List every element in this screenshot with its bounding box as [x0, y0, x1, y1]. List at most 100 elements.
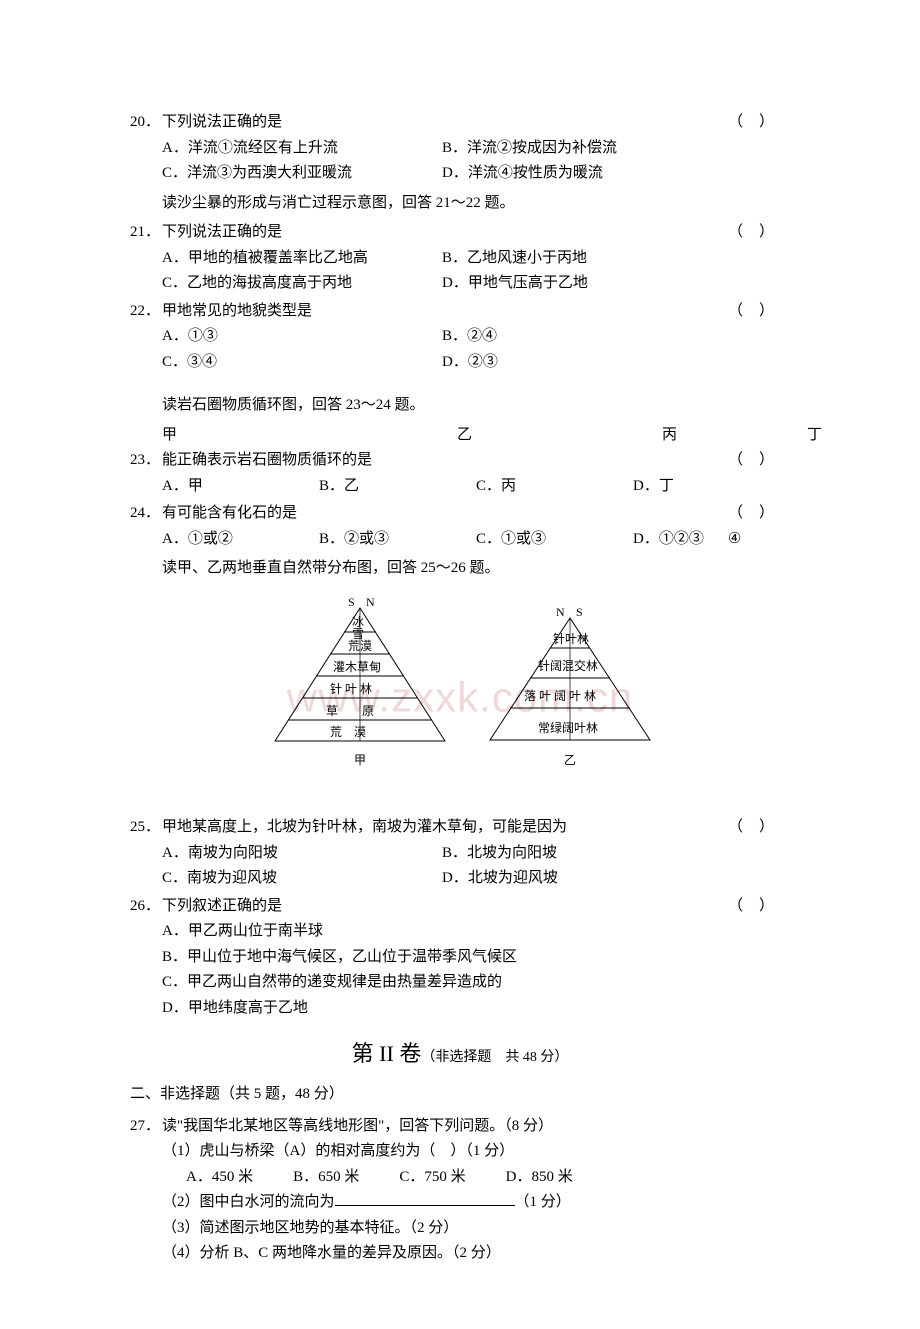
label-bing: 丙: [662, 423, 677, 449]
q27-text: 读"我国华北某地区等高线地形图"，回答下列问题。（8 分）: [162, 1114, 790, 1140]
diagram-labels-row: 甲 乙 丙 丁: [130, 423, 790, 449]
q22-text: 甲地常见的地貌类型是: [162, 303, 312, 319]
q26-opt-c: C．甲乙两山自然带的递变规律是由热量差异造成的: [162, 970, 790, 996]
circled-4: ④: [728, 527, 741, 553]
answer-paren: （）: [728, 220, 790, 246]
label-yi: 乙: [457, 423, 472, 449]
question-23: 23． 能正确表示岩石圈物质循环的是 （） A．甲 B．乙 C．丙 D．丁: [130, 448, 790, 499]
sec2-main: 第 II 卷: [352, 1041, 422, 1066]
q27-num: 27．: [130, 1114, 162, 1140]
q25-opt-a: A．南坡为向阳坡: [162, 841, 442, 867]
q23-opt-c: C．丙: [476, 474, 633, 500]
t2-b0: 针叶林: [553, 631, 589, 646]
q25-opt-d: D．北坡为迎风坡: [442, 866, 790, 892]
q25-num: 25．: [130, 815, 162, 841]
q23-text: 能正确表示岩石圈物质循环的是: [162, 452, 372, 468]
t2-n: N: [556, 605, 565, 619]
q21-opt-c: C．乙地的海拔高度高于丙地: [162, 271, 442, 297]
q21-opt-b: B．乙地风速小于丙地: [442, 246, 790, 272]
q27-s1-c: C．750 米: [399, 1165, 465, 1191]
t2-label: 乙: [564, 753, 576, 767]
triangles-svg: S N 冰 雪 荒 漠 灌木草甸 针 叶 林 草 原 荒 漠 甲 N S: [250, 596, 670, 776]
q26-text: 下列叙述正确的是: [162, 898, 282, 914]
question-27: 27． 读"我国华北某地区等高线地形图"，回答下列问题。（8 分） （1）虎山与…: [130, 1114, 790, 1267]
q22-num: 22．: [130, 299, 162, 325]
q26-opt-a: A．甲乙两山位于南半球: [162, 919, 790, 945]
t1-label: 甲: [354, 753, 366, 767]
intro-23-24: 读岩石圈物质循环图，回答 23～24 题。: [130, 393, 790, 419]
q26-num: 26．: [130, 894, 162, 920]
t1-b4: 草 原: [326, 704, 374, 718]
intro-21-22: 读沙尘暴的形成与消亡过程示意图，回答 21～22 题。: [130, 191, 790, 217]
q24-opt-d: D．①②③: [633, 527, 704, 553]
q20-text: 下列说法正确的是: [162, 114, 282, 130]
q20-num: 20．: [130, 110, 162, 136]
q22-opt-a: A．①③: [162, 324, 442, 350]
t1-n: N: [366, 596, 375, 609]
t1-b1: 荒: [348, 639, 360, 653]
question-24: 24． 有可能含有化石的是 （） A．①或② B．②或③ C．①或③ D．①②③ ④: [130, 501, 790, 552]
q26-opt-d: D．甲地纬度高于乙地: [162, 996, 790, 1022]
part2-heading: 二、非选择题（共 5 题，48 分）: [130, 1082, 790, 1108]
q21-num: 21．: [130, 220, 162, 246]
q27-s1-b: B．650 米: [293, 1165, 359, 1191]
t2-s: S: [576, 605, 583, 619]
label-ding: 丁: [807, 423, 822, 449]
q27-s3: （3）简述图示地区地势的基本特征。（2 分）: [130, 1216, 790, 1242]
answer-paren: （）: [728, 448, 790, 474]
question-26: 26． 下列叙述正确的是 （） A．甲乙两山位于南半球 B．甲山位于地中海气候区，…: [130, 894, 790, 1022]
q22-opt-b: B．②④: [442, 324, 790, 350]
t2-b3: 常绿阔叶林: [538, 720, 598, 735]
q23-opt-d: D．丁: [633, 474, 790, 500]
q27-s1-d: D．850 米: [506, 1165, 573, 1191]
q25-text: 甲地某高度上，北坡为针叶林，南坡为灌木草甸，可能是因为: [162, 819, 567, 835]
q20-opt-b: B．洋流②按成因为补偿流: [442, 136, 790, 162]
t1-b1b: 漠: [360, 639, 372, 653]
sec2-sub: （非选择题 共 48 分）: [421, 1050, 568, 1065]
fill-blank[interactable]: [335, 1191, 515, 1206]
t1-b3: 针 叶 林: [330, 681, 372, 696]
q26-opt-b: B．甲山位于地中海气候区，乙山位于温带季风气候区: [162, 945, 790, 971]
answer-paren: （）: [728, 110, 790, 136]
q23-opt-b: B．乙: [319, 474, 476, 500]
t1-b5: 荒 漠: [330, 725, 366, 739]
q27-s2b: （1 分）: [515, 1194, 571, 1210]
q21-opt-a: A．甲地的植被覆盖率比乙地高: [162, 246, 442, 272]
question-22: 22． 甲地常见的地貌类型是（） A．①③B．②④ C．③④D．②③: [130, 299, 790, 376]
q21-text: 下列说法正确的是: [162, 224, 282, 240]
answer-paren: （）: [728, 815, 790, 841]
label-jia: 甲: [162, 423, 177, 449]
section-2-title: 第 II 卷（非选择题 共 48 分）: [130, 1035, 790, 1072]
question-25: 25． 甲地某高度上，北坡为针叶林，南坡为灌木草甸，可能是因为 （） A．南坡为向…: [130, 815, 790, 892]
q24-text: 有可能含有化石的是: [162, 505, 297, 521]
q27-s1-a: A．450 米: [186, 1165, 253, 1191]
q22-opt-d: D．②③: [442, 350, 790, 376]
q20-opt-d: D．洋流④按性质为暖流: [442, 161, 790, 187]
t2-b2: 落 叶 阔 叶 林: [524, 689, 596, 703]
q27-s4: （4）分析 B、C 两地降水量的差异及原因。（2 分）: [130, 1241, 790, 1267]
q27-s2: （2）图中白水河的流向为 （1 分）: [130, 1190, 790, 1216]
q24-opt-a: A．①或②: [162, 527, 319, 553]
t1-b2: 灌木草甸: [333, 660, 381, 674]
t1-s: S: [348, 596, 355, 609]
q25-opt-c: C．南坡为迎风坡: [162, 866, 442, 892]
q24-opt-b: B．②或③: [319, 527, 476, 553]
q27-s1: （1）虎山与桥梁（A）的相对高度约为（ ）（1 分）: [130, 1139, 790, 1165]
intro-25-26: 读甲、乙两地垂直自然带分布图，回答 25～26 题。: [130, 556, 790, 582]
q24-opt-c: C．①或③: [476, 527, 633, 553]
q27-s2a: （2）图中白水河的流向为: [162, 1194, 335, 1210]
q20-opt-c: C．洋流③为西澳大利亚暖流: [162, 161, 442, 187]
q21-opt-d: D．甲地气压高于乙地: [442, 271, 790, 297]
q20-opt-a: A．洋流①流经区有上升流: [162, 136, 442, 162]
t2-b1: 针阔混交林: [538, 658, 598, 673]
answer-paren: （）: [728, 894, 790, 920]
q23-opt-a: A．甲: [162, 474, 319, 500]
q23-num: 23．: [130, 448, 162, 474]
answer-paren: （）: [728, 501, 790, 527]
question-21: 21． 下列说法正确的是（） A．甲地的植被覆盖率比乙地高B．乙地风速小于丙地 …: [130, 220, 790, 297]
q24-num: 24．: [130, 501, 162, 527]
q25-opt-b: B．北坡为向阳坡: [442, 841, 790, 867]
triangle-diagrams: www.zxxk.com.cn S N 冰 雪 荒 漠 灌木草甸 针 叶 林 草…: [130, 596, 790, 786]
question-20: 20． 下列说法正确的是（） A．洋流①流经区有上升流B．洋流②按成因为补偿流 …: [130, 110, 790, 187]
q22-opt-c: C．③④: [162, 350, 442, 376]
